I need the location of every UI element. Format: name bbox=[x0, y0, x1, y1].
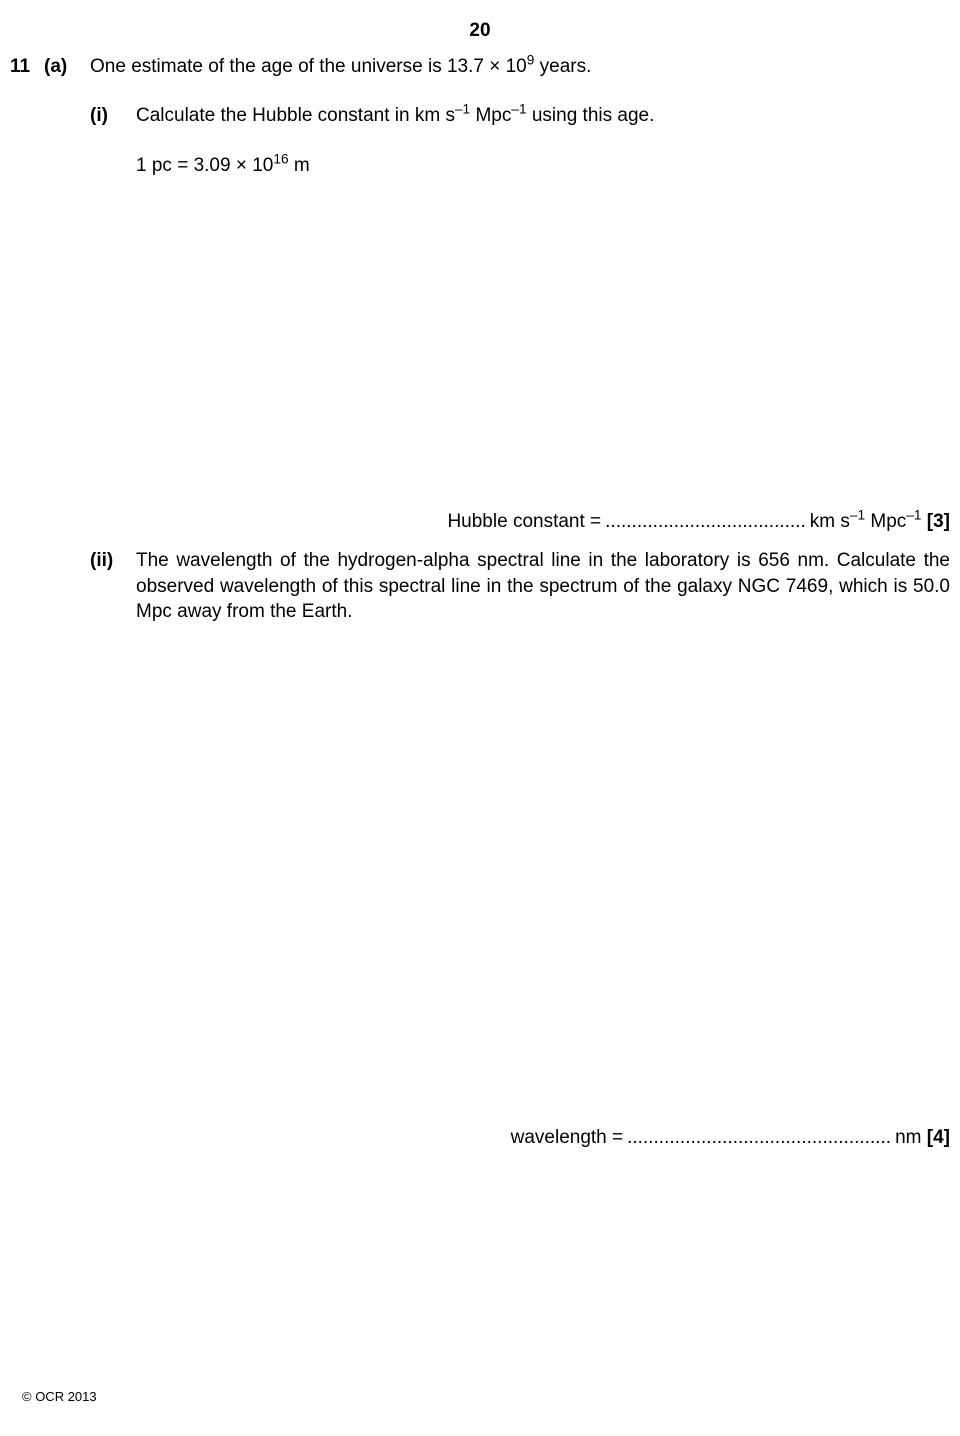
page-content: 11 (a) One estimate of the age of the un… bbox=[0, 44, 960, 1151]
question-intro-row: 11 (a) One estimate of the age of the un… bbox=[10, 54, 950, 80]
answer-ii-row: wavelength = ...........................… bbox=[10, 1119, 950, 1151]
qi-pre: Calculate the Hubble constant in km s bbox=[136, 105, 455, 126]
ans-i-unit-pre: km s bbox=[810, 511, 850, 532]
given-pre: 1 pc = 3.09 × 10 bbox=[136, 155, 273, 176]
answer-i-row: Hubble constant = ......................… bbox=[10, 503, 950, 535]
ans-ii-unit-text: nm bbox=[895, 1127, 927, 1148]
page-number: 20 bbox=[0, 0, 960, 44]
sub-i-given: 1 pc = 3.09 × 1016 m bbox=[10, 153, 950, 179]
answer-i-line: Hubble constant = ......................… bbox=[136, 509, 950, 535]
given-post: m bbox=[289, 155, 310, 176]
qi-sup1: –1 bbox=[455, 102, 470, 117]
ans-ii-label: wavelength = bbox=[511, 1125, 624, 1151]
ans-i-unit-sup2: –1 bbox=[906, 507, 921, 522]
ans-i-unit: km s–1 Mpc–1 [3] bbox=[810, 509, 950, 535]
given-sup: 16 bbox=[273, 152, 288, 167]
intro-pre: One estimate of the age of the universe … bbox=[90, 56, 527, 77]
part-a-label: (a) bbox=[44, 54, 90, 80]
sub-i-row: (i) Calculate the Hubble constant in km … bbox=[10, 103, 950, 129]
copyright-text: © OCR 2013 bbox=[22, 1388, 97, 1406]
ans-ii-unit: nm [4] bbox=[895, 1125, 950, 1151]
sub-ii-row: (ii) The wavelength of the hydrogen-alph… bbox=[10, 548, 950, 625]
answer-ii-line: wavelength = ...........................… bbox=[136, 1125, 950, 1151]
ans-ii-marks: [4] bbox=[927, 1127, 950, 1148]
qi-sup2: –1 bbox=[511, 102, 526, 117]
ans-i-marks: [3] bbox=[922, 511, 951, 532]
ans-ii-dots: ........................................… bbox=[627, 1125, 891, 1151]
sub-ii-text: The wavelength of the hydrogen-alpha spe… bbox=[136, 548, 950, 625]
ans-i-unit-mid: Mpc bbox=[865, 511, 906, 532]
ans-i-dots: ...................................... bbox=[605, 509, 806, 535]
given-text: 1 pc = 3.09 × 1016 m bbox=[136, 153, 950, 179]
qi-mid: Mpc bbox=[470, 105, 511, 126]
question-number: 11 bbox=[10, 54, 44, 80]
sub-ii-label: (ii) bbox=[90, 548, 136, 625]
qi-post: using this age. bbox=[527, 105, 655, 126]
part-a-intro: One estimate of the age of the universe … bbox=[90, 54, 950, 80]
sub-i-label: (i) bbox=[90, 103, 136, 129]
intro-post: years. bbox=[534, 56, 591, 77]
sub-i-text: Calculate the Hubble constant in km s–1 … bbox=[136, 103, 950, 129]
ans-i-unit-sup1: –1 bbox=[850, 507, 865, 522]
ans-i-label: Hubble constant = bbox=[447, 509, 601, 535]
